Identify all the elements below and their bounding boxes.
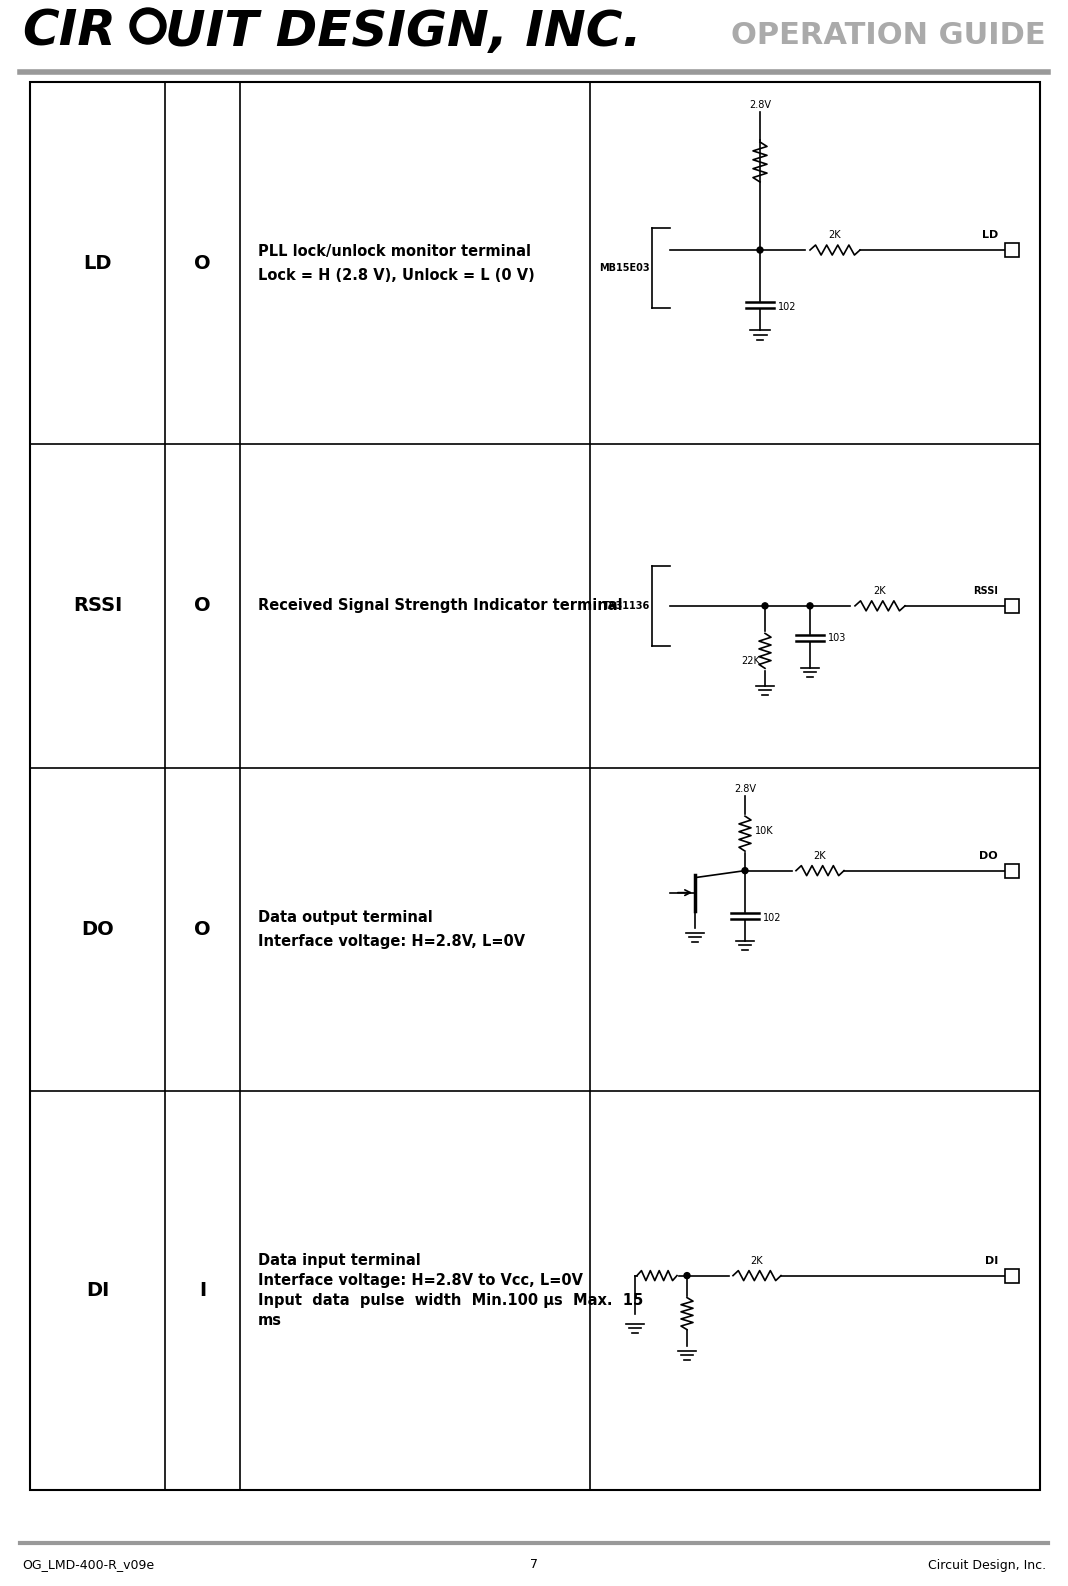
Text: DO: DO <box>979 850 998 861</box>
Text: Interface voltage: H=2.8V to Vcc, L=0V: Interface voltage: H=2.8V to Vcc, L=0V <box>258 1274 583 1288</box>
Text: 102: 102 <box>778 301 797 312</box>
Text: Circuit Design, Inc.: Circuit Design, Inc. <box>928 1559 1046 1572</box>
Circle shape <box>137 14 159 36</box>
Text: 7: 7 <box>530 1559 538 1572</box>
Text: Input  data  pulse  width  Min.100 μs  Max.  15: Input data pulse width Min.100 μs Max. 1… <box>258 1293 643 1308</box>
Text: 22K: 22K <box>741 657 760 666</box>
Circle shape <box>757 247 763 254</box>
Text: RSSI: RSSI <box>73 596 122 615</box>
Text: Interface voltage: H=2.8V, L=0V: Interface voltage: H=2.8V, L=0V <box>258 934 525 948</box>
Bar <box>30 82 1040 1489</box>
Bar <box>1005 600 1019 612</box>
Text: CIR: CIR <box>22 8 115 56</box>
Text: Received Signal Strength Indicator terminal: Received Signal Strength Indicator termi… <box>258 598 623 614</box>
Circle shape <box>130 8 166 44</box>
Text: OPERATION GUIDE: OPERATION GUIDE <box>732 22 1046 51</box>
Circle shape <box>684 1272 690 1278</box>
Text: DO: DO <box>81 920 114 939</box>
Text: Lock = H (2.8 V), Unlock = L (0 V): Lock = H (2.8 V), Unlock = L (0 V) <box>258 268 535 282</box>
Circle shape <box>742 868 748 874</box>
Text: LD: LD <box>83 254 112 273</box>
Text: O: O <box>194 596 210 615</box>
Text: 2.8V: 2.8V <box>734 783 756 793</box>
Text: Data output terminal: Data output terminal <box>258 910 433 925</box>
Text: 2K: 2K <box>814 850 827 861</box>
Text: LD: LD <box>981 230 998 239</box>
Circle shape <box>807 603 813 609</box>
Bar <box>1005 1269 1019 1283</box>
Text: DI: DI <box>985 1256 998 1266</box>
Text: 10K: 10K <box>755 826 773 836</box>
Text: O: O <box>194 254 210 273</box>
Text: UIT DESIGN, INC.: UIT DESIGN, INC. <box>164 8 642 56</box>
Bar <box>1005 243 1019 257</box>
Text: MB15E03: MB15E03 <box>599 263 650 273</box>
Circle shape <box>761 603 768 609</box>
Text: DI: DI <box>85 1281 109 1301</box>
Text: 103: 103 <box>828 633 846 642</box>
Text: ms: ms <box>258 1313 282 1327</box>
Text: 102: 102 <box>763 912 782 923</box>
Bar <box>1005 864 1019 877</box>
Text: 2.8V: 2.8V <box>749 100 771 109</box>
Text: OG_LMD-400-R_v09e: OG_LMD-400-R_v09e <box>22 1559 154 1572</box>
Text: Data input terminal: Data input terminal <box>258 1253 421 1269</box>
Text: 2K: 2K <box>874 585 886 596</box>
Text: 2K: 2K <box>829 230 842 239</box>
Text: TA31136: TA31136 <box>602 601 650 611</box>
Text: 2K: 2K <box>751 1256 764 1266</box>
Text: RSSI: RSSI <box>973 585 998 596</box>
Text: I: I <box>199 1281 206 1301</box>
Text: O: O <box>194 920 210 939</box>
Text: PLL lock/unlock monitor terminal: PLL lock/unlock monitor terminal <box>258 244 531 259</box>
